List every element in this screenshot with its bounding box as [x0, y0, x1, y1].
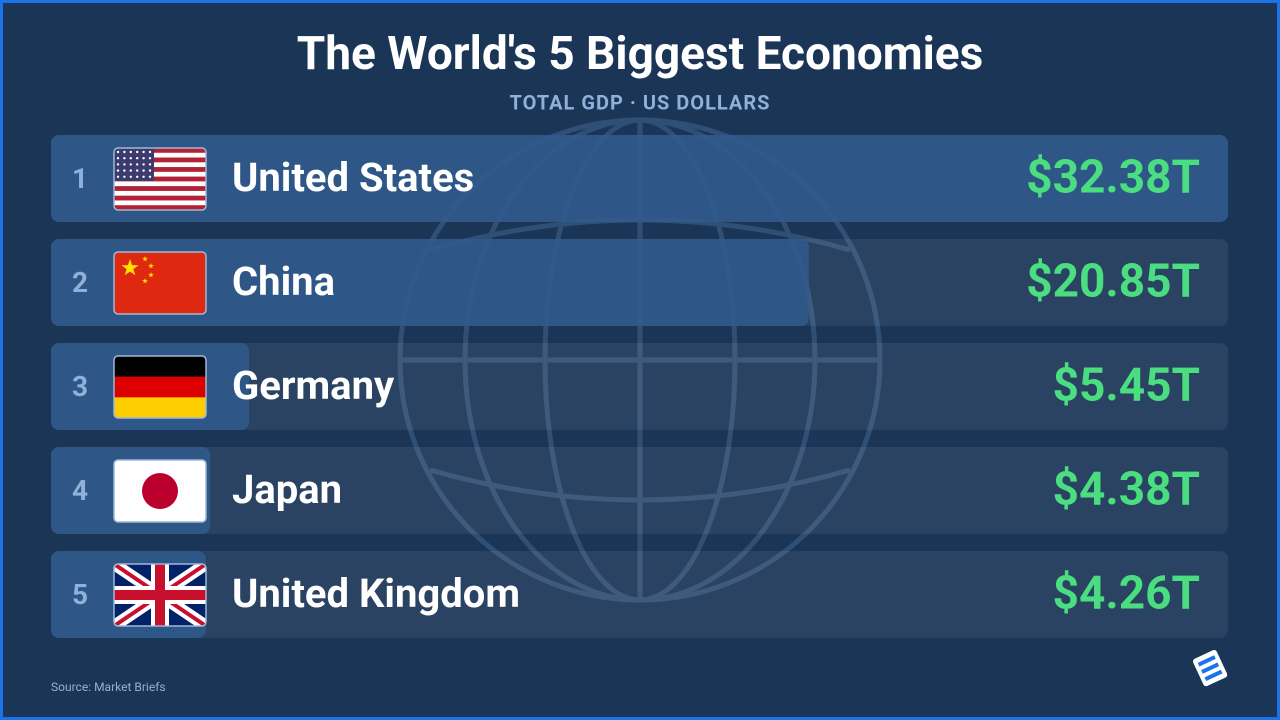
flag-stripe: [114, 152, 206, 158]
country-label: China: [232, 258, 335, 305]
flag-star: [129, 175, 132, 178]
country-label: United States: [232, 154, 474, 201]
flag-star: [129, 163, 132, 166]
flag-star: [142, 157, 145, 160]
flag-stripe: [114, 157, 206, 163]
country-label: Germany: [232, 362, 395, 409]
value-label: $4.38T: [1053, 463, 1200, 517]
flag-stripe: [114, 176, 206, 182]
flag-stripe: [114, 162, 206, 168]
flag-star: [123, 169, 126, 172]
country-label: Japan: [232, 466, 342, 513]
flag-star: [116, 150, 120, 154]
row-background: [51, 343, 1228, 430]
flag-star: [123, 150, 126, 154]
flag-stripe: [114, 356, 206, 377]
chart-subtitle: TOTAL GDP · US DOLLARS: [510, 90, 771, 114]
flag-border: [113, 147, 207, 211]
flag-star: [136, 169, 139, 172]
flag-star: [116, 163, 120, 166]
row-background: [51, 447, 1228, 534]
flag: [114, 564, 206, 626]
flag-stripe: [114, 148, 206, 154]
value-label: $20.85T: [1026, 255, 1200, 309]
value-label: $4.26T: [1053, 567, 1200, 621]
flag-star: [123, 157, 126, 160]
flag-star: [136, 150, 139, 154]
rank-label: 2: [72, 266, 88, 299]
bar: [51, 135, 1228, 222]
flag-star: [142, 163, 145, 166]
flag-star: [142, 175, 145, 178]
flag-star: [142, 278, 148, 284]
flag-star: [148, 263, 154, 269]
rank-label: 1: [72, 162, 88, 195]
flag-stripe: [114, 167, 206, 173]
flag-border: [113, 251, 207, 315]
flag-stripe: [114, 190, 206, 196]
country-label: United Kingdom: [232, 570, 520, 617]
flag-star: [148, 157, 152, 160]
flag-border: [113, 459, 207, 523]
flag-star: [148, 150, 152, 154]
value-label: $32.38T: [1026, 151, 1200, 205]
value-label: $5.45T: [1053, 359, 1200, 413]
flag-star: [142, 150, 145, 154]
rank-label: 3: [72, 370, 88, 403]
flag-star: [116, 169, 120, 172]
flag-stripe: [114, 200, 206, 206]
flag-stripe: [114, 397, 206, 418]
rank-label: 5: [72, 578, 88, 611]
flag-stripe: [114, 195, 206, 201]
flag-star: [129, 150, 132, 154]
flag-star: [136, 175, 139, 178]
flag-star: [148, 163, 152, 166]
flag-star: [148, 272, 154, 278]
logo-icon: [1192, 649, 1228, 687]
bar: [51, 239, 809, 326]
row-background: [51, 551, 1228, 638]
flag-star: [136, 163, 139, 166]
flag-star: [148, 175, 152, 178]
flag-cross: [114, 564, 206, 626]
flag-star: [129, 169, 132, 172]
flag-stripe: [114, 181, 206, 187]
flag-star: [123, 175, 126, 178]
flag-stripe: [114, 171, 206, 177]
flag: [114, 252, 206, 314]
flag-border: [113, 563, 207, 627]
flag-star: [116, 157, 120, 160]
flag-star: [148, 169, 152, 172]
flag-border: [113, 355, 207, 419]
flag: [114, 460, 206, 522]
flag-star: [136, 157, 139, 160]
flag-field: [114, 252, 206, 314]
flag-canton: [114, 148, 154, 181]
flag: [114, 356, 206, 418]
flag-stripe: [114, 186, 206, 192]
flag-star: [129, 157, 132, 160]
flag-disc: [142, 473, 178, 509]
flag-stripe: [114, 376, 206, 398]
flag-star: [116, 175, 120, 178]
flag-star: [121, 259, 139, 276]
chart-title: The World's 5 Biggest Economies: [297, 27, 983, 81]
flag-stripe: [114, 205, 206, 210]
source-note: Source: Market Briefs: [51, 680, 166, 694]
flag-star: [142, 256, 148, 262]
flag-star: [123, 163, 126, 166]
flag-star: [142, 169, 145, 172]
rank-label: 4: [72, 474, 88, 507]
flag: [114, 148, 206, 210]
